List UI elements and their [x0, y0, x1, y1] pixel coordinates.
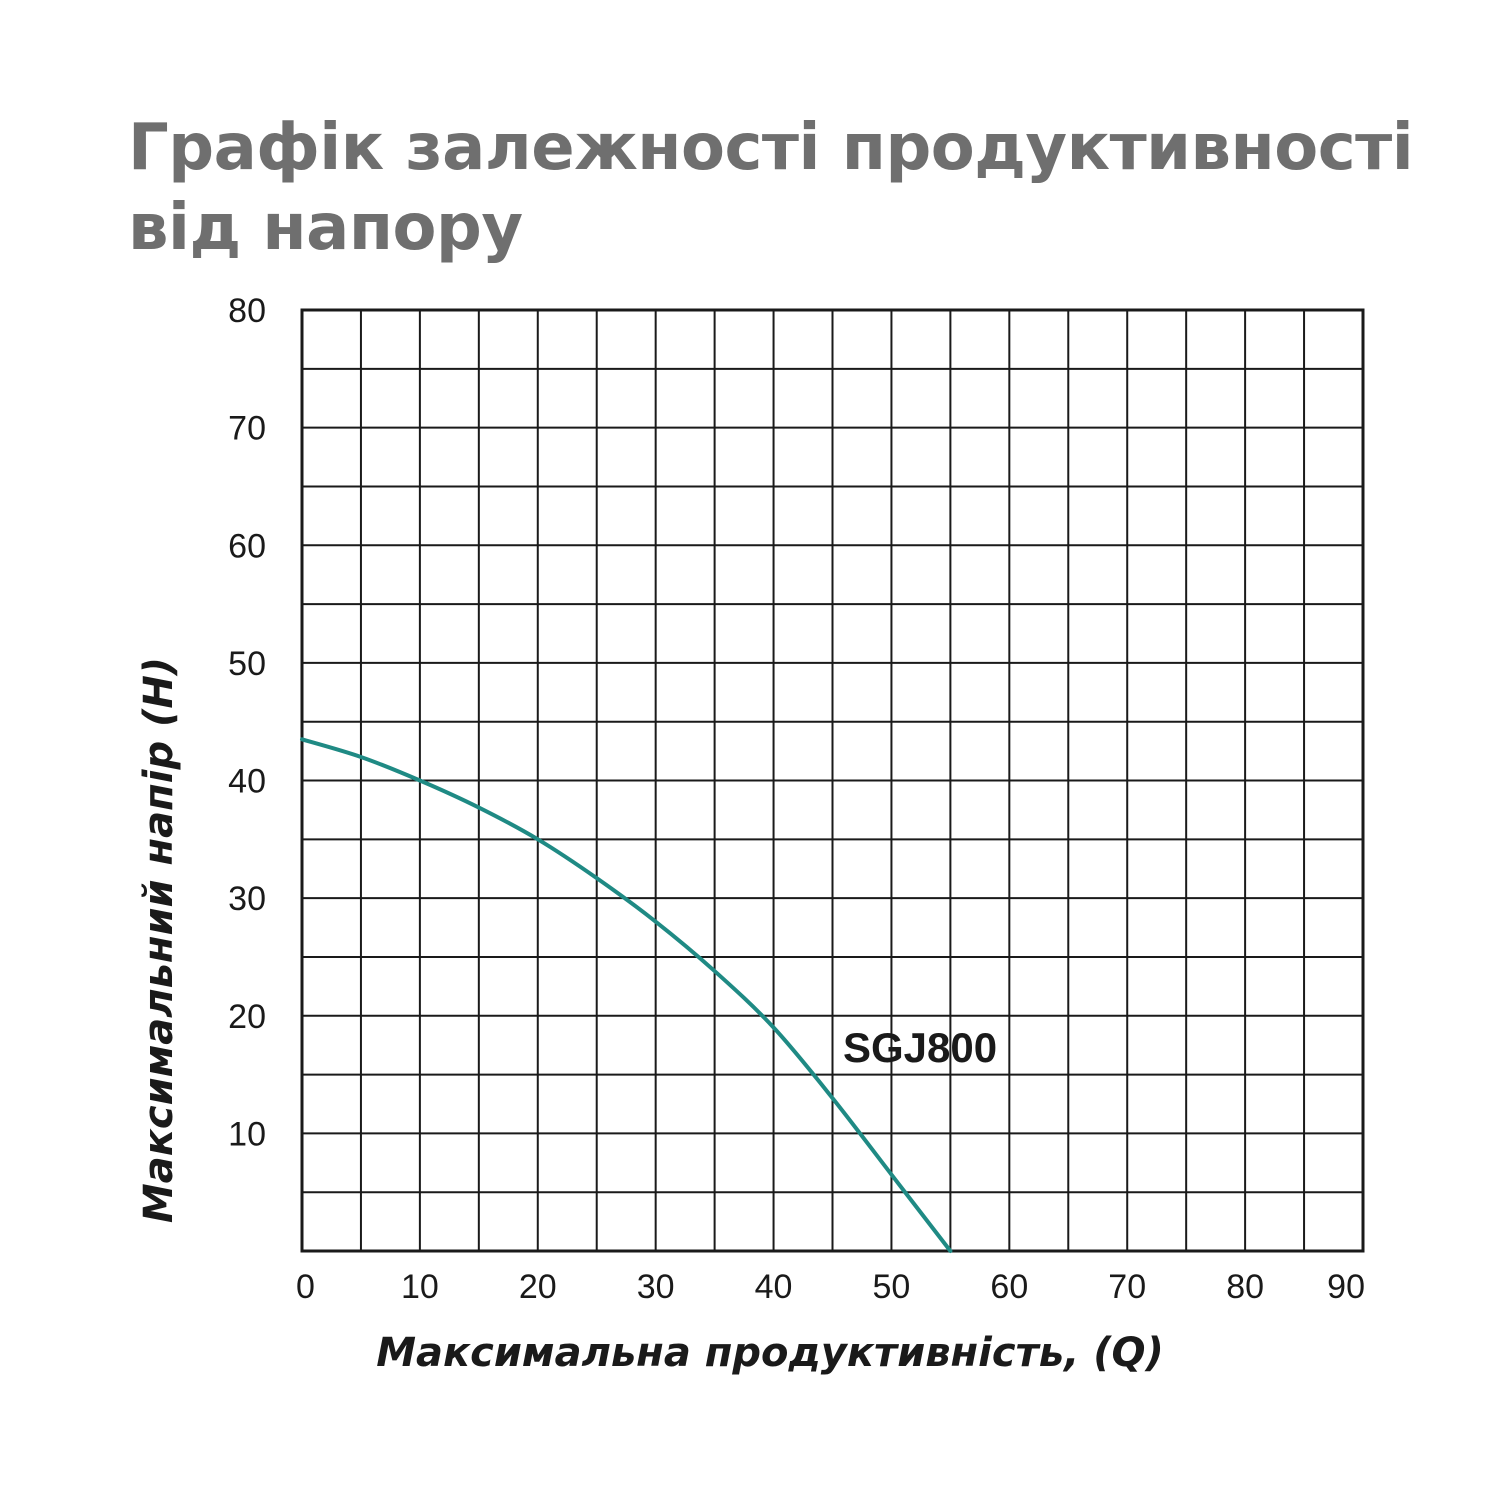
x-tick-label: 30	[637, 1268, 675, 1306]
x-axis-ticks: 0 10 20 30 40 50 60 70 80 90	[296, 1268, 1365, 1306]
y-axis-ticks: 10 20 30 40 50 60 70 80	[228, 292, 266, 1153]
y-tick-label: 80	[228, 292, 266, 330]
x-tick-label: 60	[990, 1268, 1028, 1306]
chart-title: Графік залежності продуктивності від нап…	[128, 111, 1414, 265]
y-tick-label: 30	[228, 880, 266, 918]
plot-frame	[300, 308, 1365, 1253]
chart-series	[300, 737, 953, 1253]
series-line-sgj800	[300, 737, 953, 1253]
x-tick-label: 70	[1108, 1268, 1146, 1306]
plot-border	[300, 308, 1365, 1253]
x-tick-label: 40	[755, 1268, 793, 1306]
x-tick-label: 90	[1327, 1268, 1365, 1306]
y-tick-label: 60	[228, 527, 266, 565]
series-label: SGJ800	[843, 1024, 997, 1071]
chart-grid	[302, 310, 1363, 1251]
x-tick-label: 0	[296, 1268, 315, 1306]
y-tick-label: 40	[228, 763, 266, 801]
x-tick-label: 10	[401, 1268, 439, 1306]
x-tick-label: 80	[1226, 1268, 1264, 1306]
x-tick-label: 50	[873, 1268, 911, 1306]
x-axis-title: Максимальна продуктивність, (Q)	[376, 1330, 1164, 1376]
y-tick-label: 10	[228, 1115, 266, 1153]
y-axis-title: Максимальний напір (H)	[136, 657, 182, 1223]
x-tick-label: 20	[519, 1268, 557, 1306]
y-tick-label: 50	[228, 645, 266, 683]
y-tick-label: 20	[228, 998, 266, 1036]
y-tick-label: 70	[228, 410, 266, 448]
